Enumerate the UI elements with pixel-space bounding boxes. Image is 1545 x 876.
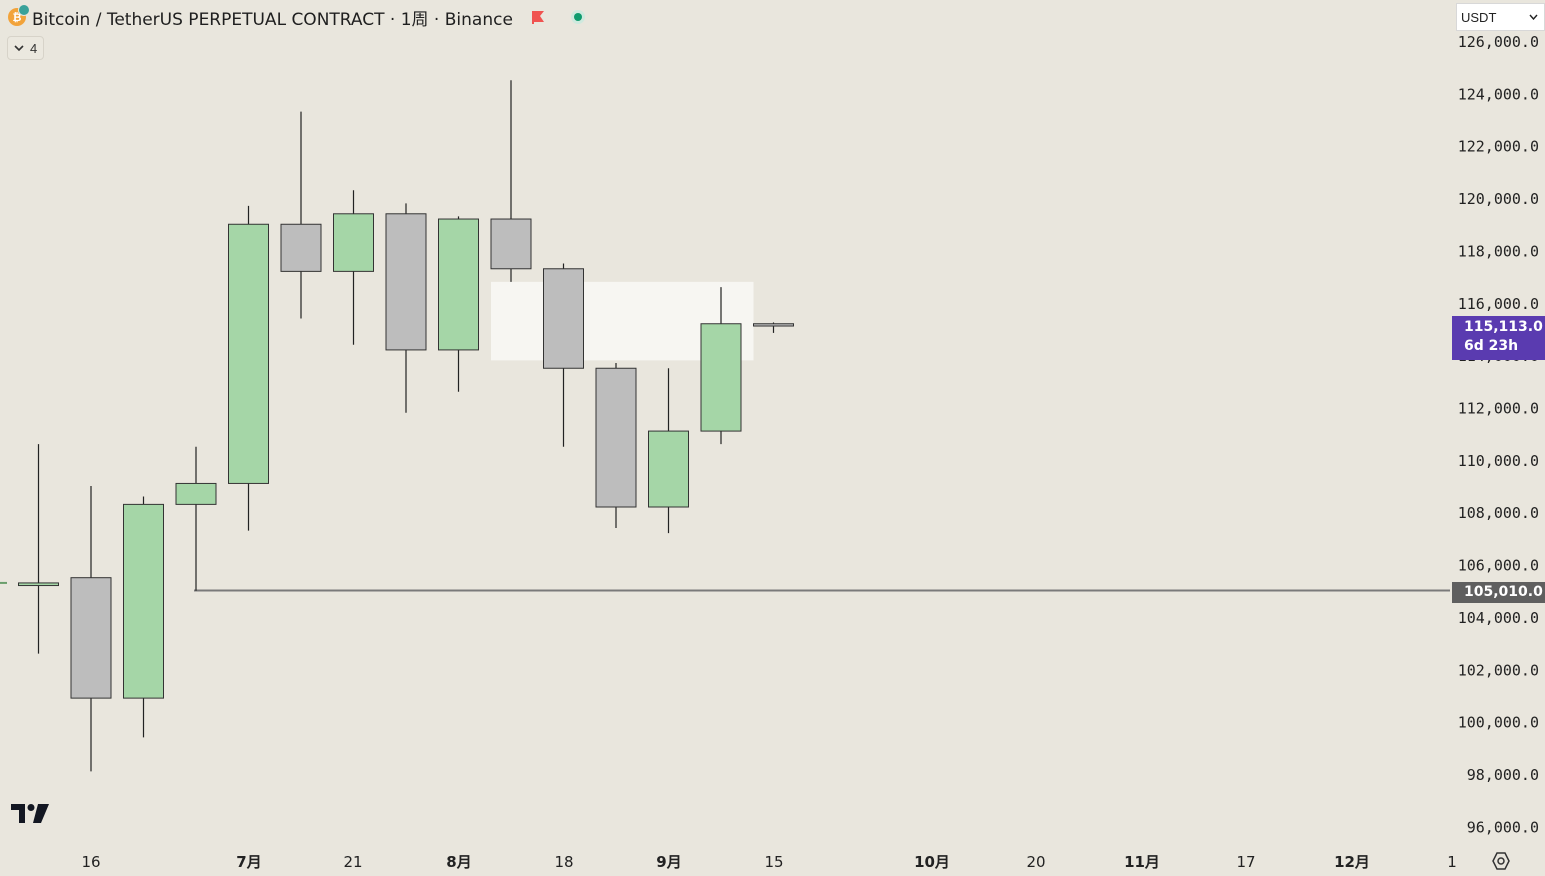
level-price-label: 105,010.0 <box>1464 584 1543 600</box>
y-axis-tick-label: 126,000.0 <box>1458 33 1539 51</box>
candle-body <box>595 367 637 508</box>
currency-select[interactable]: USDT <box>1456 3 1545 31</box>
tradingview-logo[interactable] <box>11 803 51 825</box>
x-axis-tick-label: 15 <box>764 853 783 871</box>
red-flag-icon[interactable] <box>531 10 545 24</box>
x-axis-tick-label: 21 <box>343 853 362 871</box>
y-axis-tick-label: 116,000.0 <box>1458 295 1539 313</box>
y-axis-tick-label: 104,000.0 <box>1458 609 1539 627</box>
x-axis-tick-label: 16 <box>81 853 100 871</box>
candle <box>385 203 427 413</box>
candle <box>70 486 112 772</box>
current-price-tag: 115,113.0 6d 23h <box>1452 316 1545 360</box>
candle <box>18 444 59 654</box>
candle-body <box>70 577 112 699</box>
candle-body <box>700 323 742 432</box>
y-axis-tick-label: 112,000.0 <box>1458 400 1539 418</box>
y-axis-tick-label: 98,000.0 <box>1467 766 1539 784</box>
x-axis-tick-label: 11月 <box>1124 853 1160 871</box>
y-axis-tick-label: 96,000.0 <box>1467 818 1539 836</box>
y-axis-tick-label: 110,000.0 <box>1458 452 1539 470</box>
x-axis-tick-label: 8月 <box>446 853 471 871</box>
candle-body <box>18 582 59 587</box>
current-price-label: 115,113.0 <box>1464 319 1543 335</box>
x-axis-tick-label: 20 <box>1026 853 1045 871</box>
x-axis-tick-label: 17 <box>1236 853 1255 871</box>
candle <box>595 363 637 528</box>
x-axis-tick-label: 12月 <box>1334 853 1370 871</box>
candle-body <box>175 482 217 505</box>
candle <box>280 111 322 319</box>
y-axis-tick-label: 118,000.0 <box>1458 242 1539 260</box>
candle <box>700 287 742 445</box>
candle <box>438 216 479 392</box>
candle <box>490 80 532 282</box>
candle-body <box>648 430 689 508</box>
x-axis-tick-label: 10月 <box>914 853 950 871</box>
y-axis-tick-label: 106,000.0 <box>1458 557 1539 575</box>
x-axis-tick-label: 1 <box>1447 853 1457 871</box>
currency-value: USDT <box>1461 9 1497 25</box>
candle-body <box>438 218 479 351</box>
candle <box>228 205 269 531</box>
level-price-tag: 105,010.0 <box>1452 582 1545 603</box>
symbol-title[interactable]: Bitcoin / TetherUS PERPETUAL CONTRACT · … <box>32 9 513 30</box>
chart-header: ₿ Bitcoin / TetherUS PERPETUAL CONTRACT … <box>8 4 585 30</box>
candle-body <box>385 213 427 351</box>
candle-body <box>228 223 269 484</box>
candle <box>753 322 794 333</box>
chevron-down-icon <box>14 45 24 52</box>
candle-body <box>280 223 322 272</box>
bar-countdown-label: 6d 23h <box>1464 338 1519 354</box>
candle <box>123 496 164 738</box>
y-axis-tick-label: 100,000.0 <box>1458 714 1539 732</box>
candle-body <box>543 268 584 369</box>
x-axis-tick-label: 9月 <box>656 853 681 871</box>
chevron-down-icon <box>1529 14 1538 20</box>
y-axis-tick-label: 108,000.0 <box>1458 504 1539 522</box>
candle <box>333 190 374 345</box>
candle-body <box>333 213 374 272</box>
candle-body <box>490 218 532 270</box>
settings-icon[interactable] <box>1491 851 1511 871</box>
candle <box>543 263 584 447</box>
indicator-count: 4 <box>30 40 38 56</box>
indicators-toggle[interactable]: 4 <box>7 36 45 60</box>
x-axis-tick-label: 18 <box>554 853 573 871</box>
y-axis-tick-label: 120,000.0 <box>1458 190 1539 208</box>
y-axis-tick-label: 122,000.0 <box>1458 138 1539 156</box>
y-axis-tick-label: 102,000.0 <box>1458 661 1539 679</box>
candle-body <box>753 323 794 327</box>
bitcoin-coin-icon: ₿ <box>8 4 30 26</box>
candle <box>175 446 217 591</box>
market-status-icon[interactable] <box>570 10 585 24</box>
y-axis-tick-label: 124,000.0 <box>1458 85 1539 103</box>
x-axis-tick-label: 7月 <box>236 853 261 871</box>
candle <box>648 368 689 534</box>
candle-body <box>123 503 164 699</box>
